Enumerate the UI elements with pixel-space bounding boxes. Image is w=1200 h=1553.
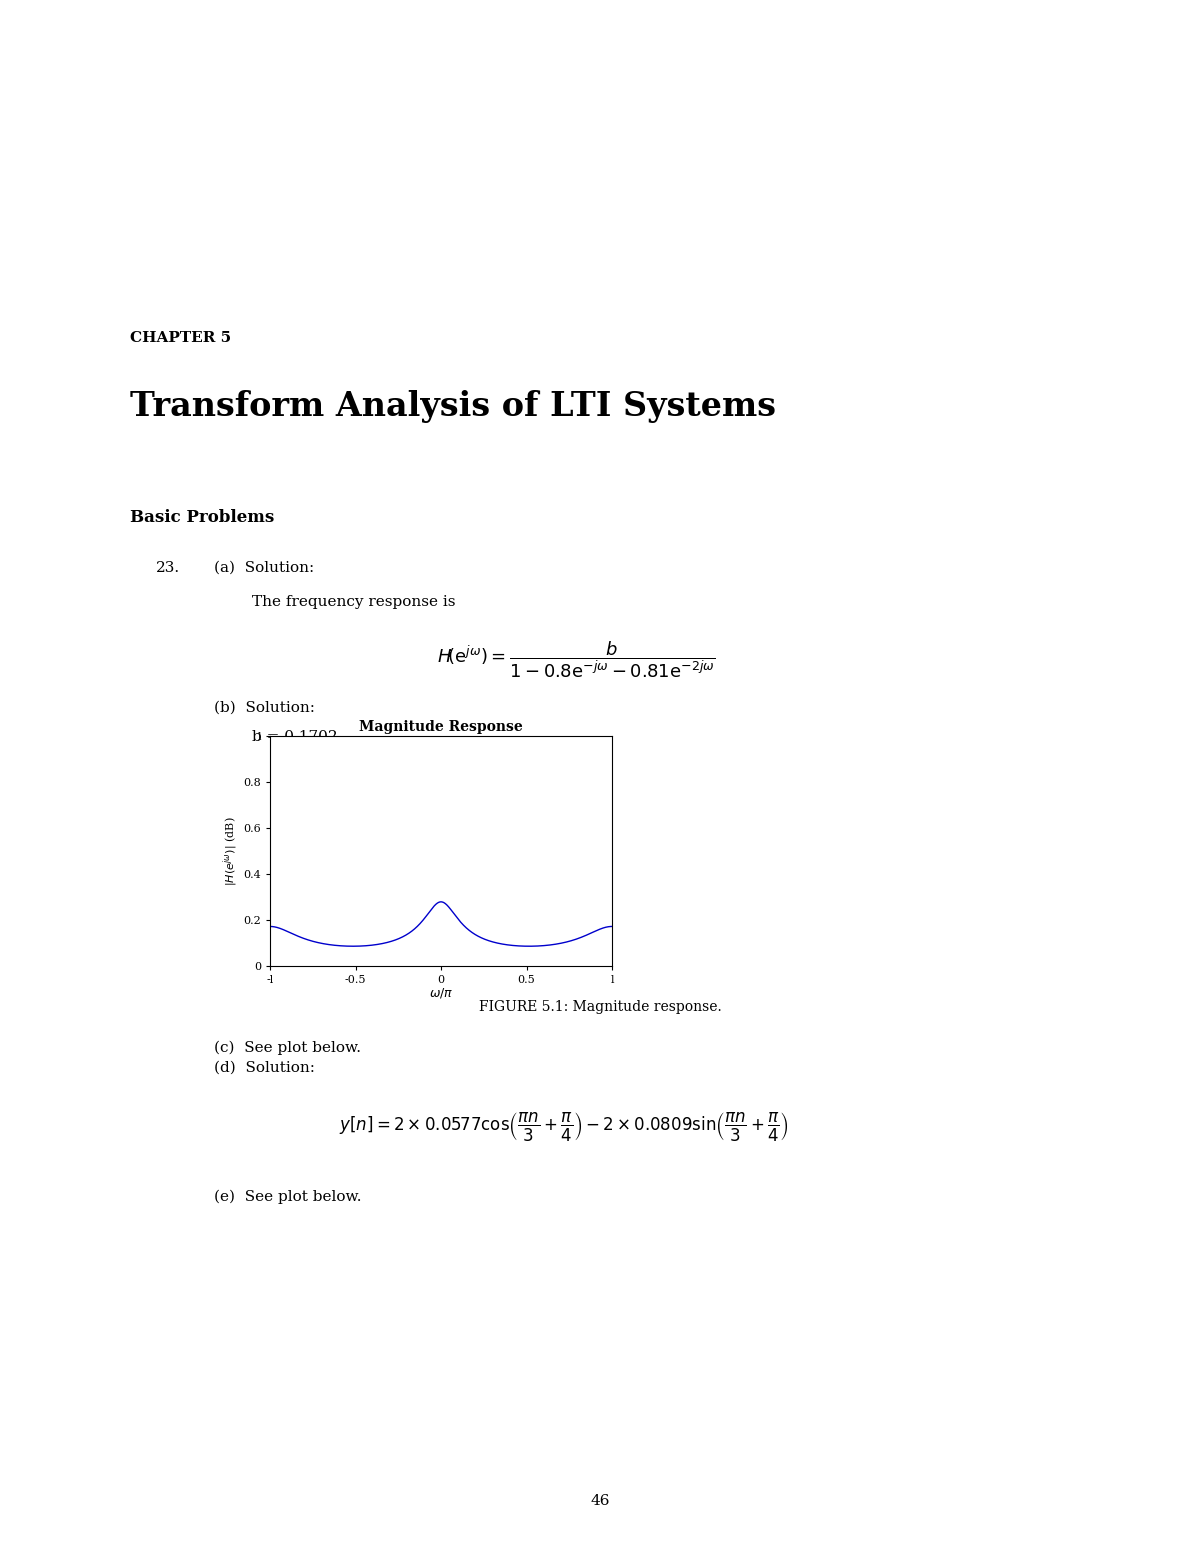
Y-axis label: $|H(e^{j\omega})|$ (dB): $|H(e^{j\omega})|$ (dB) [222, 817, 240, 885]
Text: 46: 46 [590, 1494, 610, 1508]
Text: b = 0.1702.: b = 0.1702. [252, 730, 342, 744]
Text: CHAPTER 5: CHAPTER 5 [130, 331, 230, 345]
Text: (b)  Solution:: (b) Solution: [214, 700, 314, 714]
Text: FIGURE 5.1: Magnitude response.: FIGURE 5.1: Magnitude response. [479, 1000, 721, 1014]
Text: Transform Analysis of LTI Systems: Transform Analysis of LTI Systems [130, 390, 775, 422]
Text: The frequency response is: The frequency response is [252, 595, 456, 609]
X-axis label: $\omega/\pi$: $\omega/\pi$ [428, 986, 454, 1000]
Text: 23.: 23. [156, 561, 180, 575]
Title: Magnitude Response: Magnitude Response [359, 719, 523, 733]
Text: Basic Problems: Basic Problems [130, 509, 274, 526]
Text: (e)  See plot below.: (e) See plot below. [214, 1190, 361, 1204]
Text: $H\!\left(\mathrm{e}^{j\omega}\right) = \dfrac{b}{1 - 0.8\mathrm{e}^{-j\omega} -: $H\!\left(\mathrm{e}^{j\omega}\right) = … [437, 640, 715, 680]
Text: (a)  Solution:: (a) Solution: [214, 561, 314, 575]
Text: (c)  See plot below.: (c) See plot below. [214, 1041, 361, 1054]
Text: $y[n] = 2 \times 0.0577\cos\!\left(\dfrac{\pi n}{3} + \dfrac{\pi}{4}\right) - 2 : $y[n] = 2 \times 0.0577\cos\!\left(\dfra… [340, 1110, 788, 1143]
Text: (d)  Solution:: (d) Solution: [214, 1061, 314, 1075]
